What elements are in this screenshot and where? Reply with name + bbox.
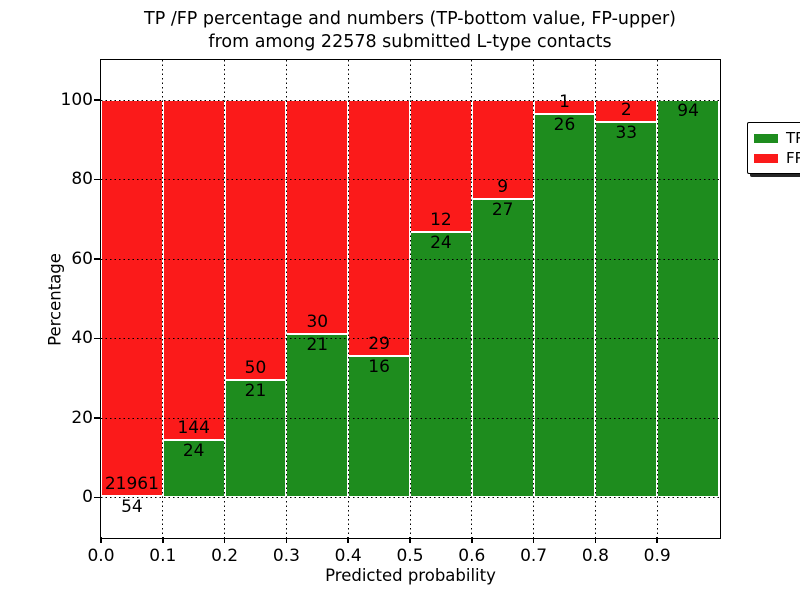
x-tick-mark (471, 537, 473, 543)
tp-count-label: 21 (244, 380, 267, 401)
x-tick-mark (594, 537, 597, 543)
tp-count-label: 27 (491, 200, 514, 221)
fp-swatch-icon (754, 154, 778, 163)
fp-count-label: 2 (620, 100, 632, 121)
tp-count-label: 16 (368, 356, 390, 377)
tp-swatch-icon (754, 134, 778, 143)
x-tick-mark (100, 537, 102, 543)
bar-segment-tp (533, 114, 596, 498)
y-tick-mark (94, 337, 100, 339)
bar-segment-tp (471, 199, 534, 498)
tp-count-label: 54 (121, 497, 143, 518)
chart-title-line2: from among 22578 submitted L-type contac… (208, 32, 612, 52)
x-gridline (285, 60, 287, 537)
x-tick-mark (223, 537, 226, 543)
y-tick-mark (94, 258, 100, 260)
x-tick-mark (347, 537, 349, 543)
bar-segment-tp (657, 99, 719, 498)
x-gridline (409, 60, 411, 537)
fp-count-label: 12 (430, 210, 452, 231)
fp-count-label: 9 (497, 177, 509, 198)
x-tick-mark (162, 537, 164, 543)
y-tick-label: 100 (60, 89, 93, 110)
fp-count-label: 1 (559, 92, 570, 113)
legend-entry-label: TP (786, 129, 800, 147)
fp-count-label: 50 (244, 357, 267, 378)
y-tick-label: 40 (71, 328, 93, 349)
y-tick-mark (94, 496, 100, 498)
x-tick-mark (285, 537, 288, 543)
y-tick-label: 0 (82, 487, 93, 508)
legend-entry: TP (754, 131, 800, 146)
x-tick-label: 0.1 (149, 546, 177, 566)
x-gridline (347, 60, 349, 537)
chart-title: TP /FP percentage and numbers (TP-bottom… (0, 8, 800, 54)
x-gridline (533, 60, 535, 537)
fp-count-label: 21961 (104, 474, 159, 495)
x-gridline (471, 60, 473, 537)
x-tick-label: 0.7 (520, 546, 548, 566)
tp-count-label: 21 (306, 334, 329, 355)
y-tick-mark (94, 417, 100, 419)
x-gridline (224, 60, 226, 537)
plot-inner: 54 21961 24 144 21 50 21 30 16 29 24 12 27 9 26 1 33 2 94 (94, 60, 719, 543)
y-tick-label: 80 (71, 169, 93, 190)
x-tick-label: 0.8 (581, 546, 609, 566)
legend-entry-label: FP (786, 149, 800, 167)
fp-count-label: 29 (368, 333, 390, 354)
x-tick-label: 0.9 (643, 546, 671, 566)
bar-segment-tp (348, 355, 410, 498)
tp-count-label: 33 (615, 123, 638, 144)
tp-count-label: 94 (677, 100, 699, 121)
bar-segment-tp (410, 232, 472, 498)
legend: TP FP (747, 122, 800, 174)
fp-count-label: 144 (177, 418, 210, 439)
x-tick-label: 0.0 (87, 546, 115, 566)
x-tick-mark (656, 537, 658, 543)
bar-segment-fp (162, 99, 225, 441)
x-tick-label: 0.4 (334, 546, 362, 566)
x-gridline (162, 60, 164, 537)
x-tick-mark (409, 537, 411, 543)
tp-count-label: 24 (182, 441, 205, 462)
fp-count-label: 30 (306, 311, 329, 332)
x-tick-mark (532, 537, 535, 543)
chart-title-line1: TP /FP percentage and numbers (TP-bottom… (144, 9, 676, 29)
bar-segment-fp (101, 99, 163, 497)
x-tick-label: 0.2 (211, 546, 239, 566)
x-gridline (656, 60, 658, 537)
bar-segment-tp (286, 333, 349, 498)
y-tick-label: 20 (71, 407, 93, 428)
tp-count-label: 24 (430, 233, 452, 254)
y-tick-mark (94, 99, 100, 101)
x-gridline (594, 60, 596, 537)
bar-segment-fp (286, 99, 349, 334)
x-tick-label: 0.6 (458, 546, 486, 566)
bar-segment-fp (348, 99, 410, 356)
tp-count-label: 26 (553, 115, 576, 136)
x-axis-label: Predicted probability (325, 566, 496, 585)
legend-entry: FP (754, 151, 800, 166)
x-tick-label: 0.3 (272, 546, 300, 566)
x-tick-label: 0.5 (396, 546, 424, 566)
y-tick-mark (94, 178, 100, 180)
y-tick-label: 60 (71, 248, 93, 269)
plot-area: 54 21961 24 144 21 50 21 30 16 29 24 12 27 9 26 1 33 2 94 … (94, 59, 800, 543)
